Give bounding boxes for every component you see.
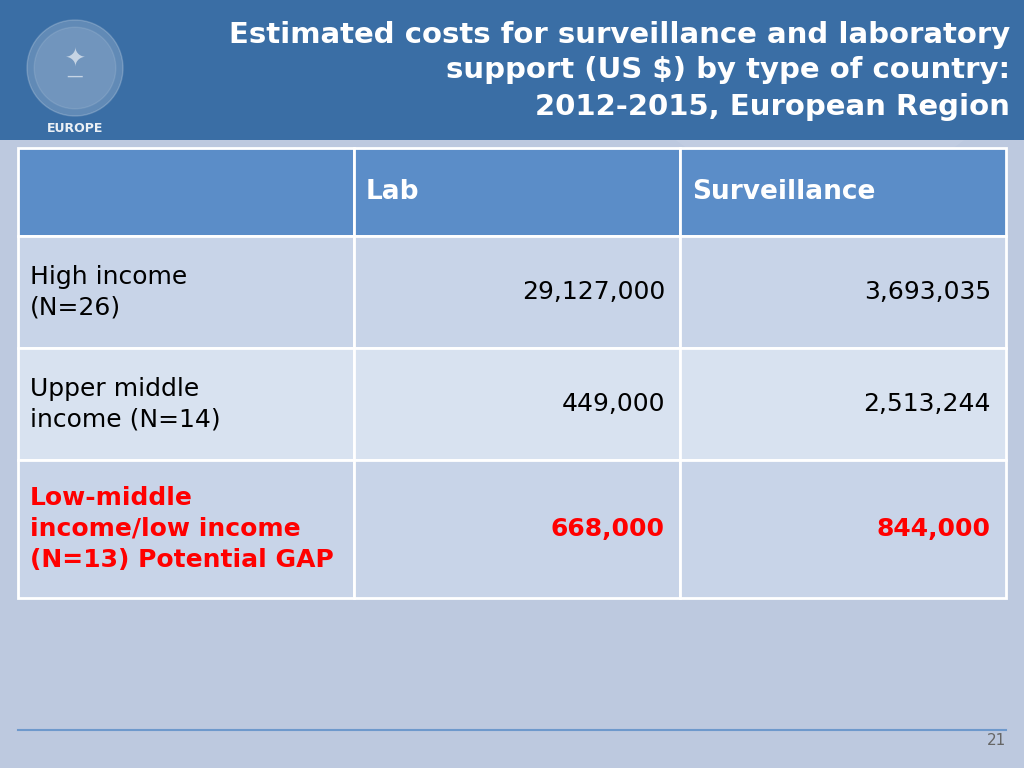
Bar [18,148,354,236]
Text: EUROPE: EUROPE [47,121,103,134]
Text: 668,000: 668,000 [551,517,665,541]
Bar [0,0,1024,140]
Bar [354,348,680,460]
Text: 449,000: 449,000 [561,392,665,416]
Bar [18,460,354,598]
Bar [680,148,1006,236]
Text: Lab: Lab [366,179,420,205]
Text: Surveillance: Surveillance [692,179,876,205]
Text: 2012-2015, European Region: 2012-2015, European Region [536,93,1010,121]
Text: 3,693,035: 3,693,035 [864,280,991,304]
Text: Estimated costs for surveillance and laboratory: Estimated costs for surveillance and lab… [228,21,1010,49]
Bar [354,460,680,598]
Text: —: — [67,67,83,85]
Text: 844,000: 844,000 [877,517,991,541]
Text: 29,127,000: 29,127,000 [521,280,665,304]
Text: Upper middle
income (N=14): Upper middle income (N=14) [30,376,220,432]
Bar [354,148,680,236]
Bar [680,236,1006,348]
Circle shape [27,20,123,116]
Text: ✦: ✦ [65,48,85,72]
Text: Low-middle
income/low income
(N=13) Potential GAP: Low-middle income/low income (N=13) Pote… [30,486,334,571]
Text: 21: 21 [987,733,1006,748]
Bar [680,348,1006,460]
Bar [18,348,354,460]
Circle shape [34,27,116,109]
Text: High income
(N=26): High income (N=26) [30,265,187,319]
Bar [354,236,680,348]
Bar [18,236,354,348]
Text: 2,513,244: 2,513,244 [863,392,991,416]
Text: support (US $) by type of country:: support (US $) by type of country: [445,56,1010,84]
Bar [680,460,1006,598]
